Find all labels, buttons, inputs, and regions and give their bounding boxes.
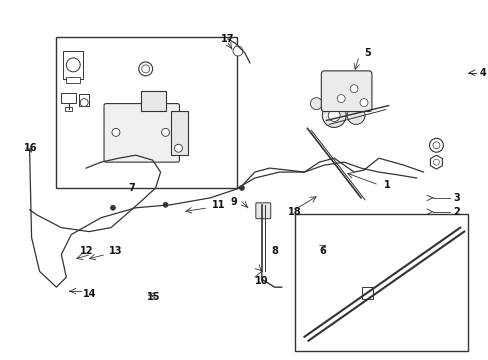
Text: 11: 11	[212, 200, 225, 210]
Circle shape	[327, 109, 340, 121]
Text: 13: 13	[109, 247, 122, 256]
Text: 7: 7	[128, 183, 135, 193]
Bar	[61, 93, 76, 103]
Circle shape	[110, 205, 115, 210]
Text: 12: 12	[80, 247, 93, 256]
Circle shape	[80, 99, 88, 107]
Bar	[79, 94, 89, 105]
Text: 6: 6	[319, 247, 325, 256]
Bar	[56, 37, 237, 188]
Text: 3: 3	[452, 193, 459, 203]
Bar	[63, 51, 83, 79]
Text: 4: 4	[479, 68, 486, 78]
Bar	[361, 287, 373, 299]
FancyBboxPatch shape	[321, 71, 371, 112]
Circle shape	[142, 65, 149, 73]
Circle shape	[346, 107, 364, 125]
Circle shape	[432, 142, 439, 149]
Text: 17: 17	[221, 34, 234, 44]
FancyBboxPatch shape	[104, 104, 179, 162]
Text: 18: 18	[287, 207, 301, 217]
Circle shape	[112, 129, 120, 136]
Circle shape	[359, 99, 367, 107]
Circle shape	[174, 144, 182, 152]
Text: 16: 16	[23, 143, 37, 153]
Circle shape	[428, 138, 443, 152]
Bar	[66, 77, 80, 83]
Circle shape	[322, 104, 346, 127]
Text: 10: 10	[254, 276, 268, 286]
Circle shape	[139, 62, 152, 76]
FancyBboxPatch shape	[255, 203, 270, 219]
Text: 1: 1	[383, 180, 390, 190]
Text: 9: 9	[229, 197, 236, 207]
Circle shape	[432, 159, 439, 165]
Circle shape	[348, 91, 362, 105]
Circle shape	[239, 185, 244, 190]
Circle shape	[66, 58, 80, 72]
Circle shape	[310, 98, 322, 109]
Bar	[294, 214, 467, 351]
Text: 2: 2	[452, 207, 459, 217]
Circle shape	[161, 129, 169, 136]
Circle shape	[337, 95, 345, 103]
Text: 14: 14	[83, 289, 97, 299]
Circle shape	[233, 46, 243, 56]
Bar	[170, 111, 188, 155]
Bar	[65, 107, 72, 111]
Circle shape	[349, 85, 357, 93]
Bar	[141, 91, 165, 111]
Circle shape	[163, 202, 168, 207]
Text: 5: 5	[363, 48, 370, 58]
Text: 8: 8	[271, 247, 278, 256]
Text: 15: 15	[147, 292, 160, 302]
